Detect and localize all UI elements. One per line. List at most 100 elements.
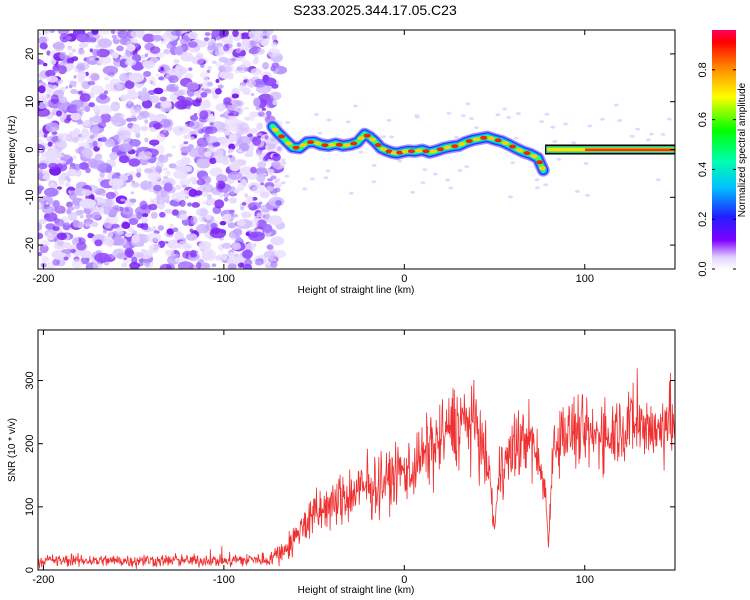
noise-blob — [147, 183, 153, 189]
noise-blob — [196, 137, 209, 148]
noise-blob — [198, 83, 203, 88]
noise-blob — [206, 146, 216, 153]
signal-hotspot — [516, 148, 524, 153]
noise-blob — [130, 30, 140, 38]
noise-blob — [168, 75, 179, 84]
noise-blob — [196, 40, 207, 48]
noise-blob — [72, 155, 77, 160]
noise-blob — [206, 198, 216, 205]
signal-hotspot — [343, 143, 351, 148]
noise-blob — [116, 83, 123, 90]
noise-blob — [144, 53, 148, 58]
noise-blob — [71, 48, 77, 53]
noise-blob — [198, 262, 211, 269]
noise-blob — [191, 56, 205, 65]
noise-blob — [128, 218, 139, 225]
noise-blob — [46, 50, 51, 56]
noise-blob — [231, 242, 241, 251]
noise-blob — [42, 30, 51, 35]
noise-blob — [143, 151, 153, 158]
noise-blob — [250, 116, 255, 122]
noise-blob — [228, 143, 236, 151]
noise-blob — [128, 227, 135, 232]
noise-blob — [155, 73, 159, 77]
noise-blob — [136, 241, 145, 247]
noise-blob — [244, 106, 250, 111]
noise-blob — [510, 161, 516, 165]
noise-blob — [176, 196, 180, 200]
noise-blob — [249, 128, 258, 134]
noise-blob — [129, 261, 140, 269]
noise-blob — [209, 121, 214, 126]
noise-blob — [535, 186, 540, 190]
noise-blob — [96, 48, 110, 58]
snr-frame — [37, 329, 676, 571]
noise-blob — [240, 206, 245, 211]
signal-hotspot — [408, 149, 415, 154]
noise-blob — [223, 197, 229, 202]
noise-blob — [78, 42, 89, 48]
noise-blob — [280, 181, 286, 185]
noise-blob — [101, 136, 107, 143]
noise-blob — [271, 41, 278, 48]
noise-blob — [215, 36, 221, 41]
noise-blob — [124, 58, 137, 67]
signal-hotspot — [314, 141, 322, 146]
noise-blob — [141, 101, 148, 106]
noise-blob — [266, 185, 274, 192]
noise-blob — [64, 175, 69, 181]
noise-blob — [80, 214, 84, 219]
noise-blob — [126, 100, 132, 105]
noise-blob — [79, 93, 91, 103]
noise-blob — [55, 79, 64, 84]
noise-blob — [58, 65, 67, 75]
noise-blob — [180, 146, 192, 154]
noise-blob — [153, 87, 164, 95]
noise-blob — [92, 104, 100, 113]
noise-blob — [153, 184, 162, 192]
noise-blob — [164, 208, 173, 214]
noise-blob — [250, 92, 255, 97]
noise-blob — [43, 62, 48, 67]
spectrogram-ylabel: Frequency (Hz) — [7, 116, 18, 185]
noise-blob — [38, 32, 42, 37]
noise-blob — [96, 140, 103, 148]
noise-blob — [250, 166, 257, 174]
noise-blob — [105, 191, 116, 200]
noise-blob — [242, 124, 250, 129]
noise-blob — [223, 191, 230, 198]
noise-blob — [188, 46, 199, 53]
noise-blob — [38, 107, 51, 117]
noise-blob — [162, 167, 168, 171]
noise-blob — [229, 161, 241, 172]
noise-blob — [63, 256, 69, 261]
noise-blob — [195, 96, 202, 104]
noise-blob — [188, 67, 193, 71]
noise-blob — [269, 91, 282, 101]
noise-blob — [270, 175, 277, 180]
noise-blob — [238, 143, 250, 152]
colorbar-gradient — [712, 30, 736, 269]
noise-blob — [171, 30, 181, 36]
noise-blob — [255, 80, 261, 85]
noise-blob — [128, 139, 141, 147]
noise-blob — [371, 163, 377, 167]
signal-hotspot — [458, 142, 466, 146]
noise-blob — [252, 136, 261, 146]
signal-hotspot — [401, 149, 409, 154]
noise-blob — [166, 43, 172, 49]
noise-blob — [153, 243, 161, 249]
noise-blob — [240, 179, 247, 187]
noise-blob — [38, 201, 42, 209]
noise-blob — [113, 207, 119, 211]
noise-blob — [110, 30, 116, 35]
noise-blob — [160, 100, 172, 108]
noise-blob — [67, 46, 73, 51]
noise-blob — [211, 60, 217, 64]
colorbar-tick-label: 0.4 — [697, 162, 709, 177]
noise-blob — [247, 202, 262, 210]
noise-blob — [177, 240, 187, 249]
noise-blob — [159, 96, 167, 102]
noise-blob — [266, 244, 274, 250]
noise-blob — [167, 255, 180, 265]
